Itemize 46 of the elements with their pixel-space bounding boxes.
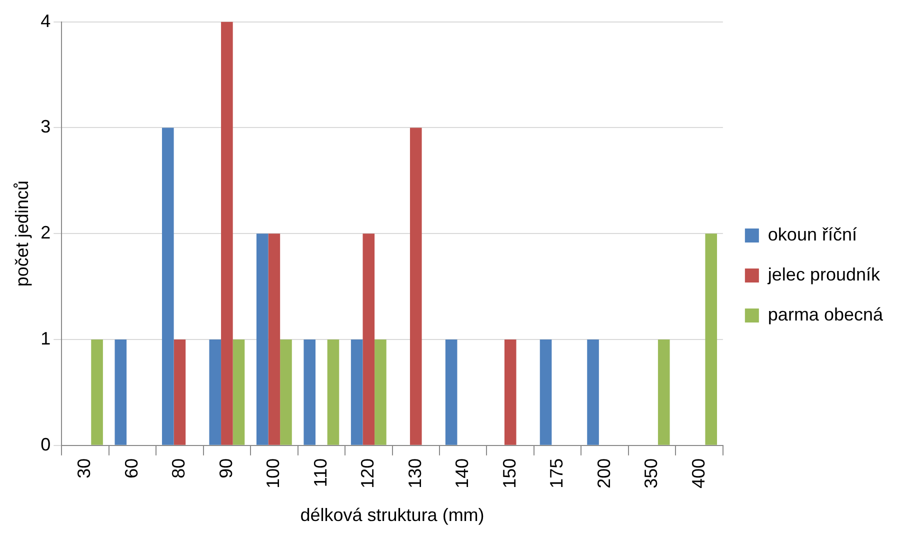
x-tick-label: 80 xyxy=(168,458,189,478)
x-tick-label: 110 xyxy=(310,458,330,488)
bar xyxy=(705,234,718,445)
y-tick-label: 3 xyxy=(40,116,51,137)
bar xyxy=(162,128,174,445)
bar xyxy=(280,339,292,445)
bar xyxy=(658,339,670,445)
y-axis-title: počet jedinců xyxy=(12,180,32,287)
bar xyxy=(410,128,422,445)
bar xyxy=(445,339,458,445)
bar xyxy=(304,339,316,445)
y-tick-label: 1 xyxy=(40,328,51,348)
x-tick-label: 175 xyxy=(546,458,567,488)
legend-label: okoun říční xyxy=(768,224,857,244)
y-tick-label: 4 xyxy=(40,10,51,31)
bar xyxy=(209,339,222,445)
x-tick-label: 100 xyxy=(263,458,284,488)
y-tick-label: 2 xyxy=(40,222,51,243)
bar xyxy=(374,339,386,445)
x-axis-title: délková struktura (mm) xyxy=(300,505,484,526)
bar xyxy=(221,22,233,445)
bar xyxy=(362,234,375,445)
x-tick-label: 30 xyxy=(74,458,94,478)
x-tick-label: 150 xyxy=(499,458,520,488)
x-tick-label: 200 xyxy=(594,458,614,488)
bar xyxy=(327,339,340,445)
legend-label: jelec proudník xyxy=(766,264,881,284)
bar xyxy=(114,339,127,445)
x-tick-label: 120 xyxy=(358,458,378,488)
bar xyxy=(587,339,599,445)
x-tick-label: 140 xyxy=(452,458,472,488)
bar xyxy=(268,234,280,445)
bar xyxy=(504,339,516,445)
x-tick-label: 130 xyxy=(404,458,425,488)
bar xyxy=(91,339,103,445)
x-tick-label: 400 xyxy=(688,458,708,488)
y-tick-label: 0 xyxy=(40,434,51,454)
x-tick-label: 350 xyxy=(641,458,662,488)
bar xyxy=(256,234,268,445)
bar xyxy=(174,339,186,445)
bar xyxy=(350,339,363,445)
bar xyxy=(540,339,552,445)
x-tick-label: 90 xyxy=(216,458,236,478)
legend-label: parma obecná xyxy=(768,304,884,324)
x-tick-label: 60 xyxy=(121,458,142,478)
bar xyxy=(232,339,245,445)
